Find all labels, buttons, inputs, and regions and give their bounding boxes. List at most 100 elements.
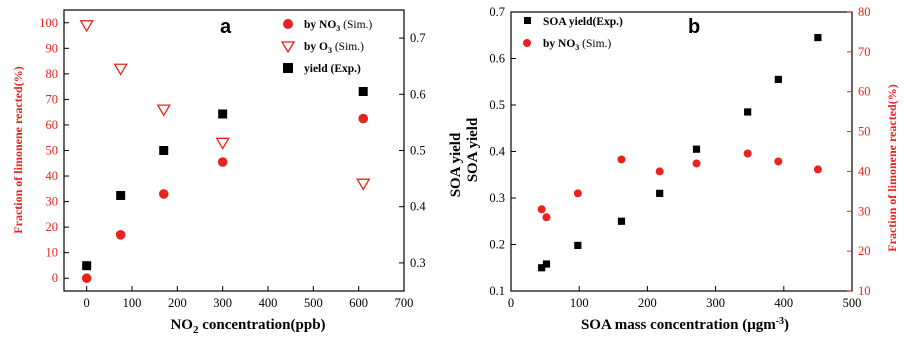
panel-b-right-y-tick-label: 60 xyxy=(858,85,871,99)
panel-b-series-1-point xyxy=(573,189,582,198)
panel-a-left-y-tick-label: 80 xyxy=(46,67,59,81)
panel-b-series-1-point xyxy=(743,149,752,158)
legend-label-by-o3-sim: by O3 (Sim.) xyxy=(304,41,364,55)
panel-b-series-1-point xyxy=(542,213,551,222)
panel-a-right-y-tick-label: 0.4 xyxy=(410,200,426,214)
panel-b-legend: SOA yield(Exp.) by NO3 (Sim.) xyxy=(523,16,623,52)
panel-a-series-0-point xyxy=(81,273,92,284)
panel-b-series-0-point xyxy=(574,241,582,250)
panel-b-left-y-tick-label: 0.6 xyxy=(489,52,505,66)
panel-b-left-y-tick-label: 0.4 xyxy=(489,145,505,159)
panel-b-series-0-point xyxy=(744,108,752,116)
panel-b-chart: 0 100 200 300 400 500 0.1 0.2 0.3 0.4 0.5 0.6 0.7 1… xyxy=(465,5,899,333)
legend-label-by-no3-sim-b: by NO3 (Sim.) xyxy=(543,38,611,52)
panel-a-x-tick-label: 600 xyxy=(349,296,368,310)
legend-label-by-no3-sim: by NO3 (Sim.) xyxy=(304,19,372,33)
panel-b-right-y-tick-label: 30 xyxy=(858,204,871,218)
panel-b-series-1-point xyxy=(655,167,664,176)
panel-a-left-y-tick-label: 0 xyxy=(52,271,58,285)
panel-b-series-1-point xyxy=(537,205,546,214)
panel-b-right-y-tick-label: 80 xyxy=(858,5,871,19)
panel-a-letter: a xyxy=(220,16,232,38)
panel-a-series-1-point xyxy=(356,178,371,191)
panel-a-left-y-tick-label: 70 xyxy=(46,92,59,106)
panel-b-left-y-tick-label: 0.1 xyxy=(489,284,505,298)
legend-marker-by-no3-sim-b xyxy=(523,39,531,47)
panel-b-series-1-point xyxy=(774,157,783,166)
panel-b-right-y-ticks: 10 20 30 40 50 60 70 80 xyxy=(847,5,871,298)
panel-a-x-tick-label: 300 xyxy=(213,296,232,310)
panel-b-left-y-tick-label: 0.3 xyxy=(489,191,505,205)
panel-a-left-y-tick-label: 60 xyxy=(46,118,59,132)
panel-b-right-y-tick-label: 50 xyxy=(858,125,871,139)
panel-a-left-y-tick-label: 50 xyxy=(46,144,59,158)
panel-a-series-1-point xyxy=(156,104,171,117)
panel-b-series-0-point xyxy=(814,33,822,42)
panel-a-chart: 0 100 200 300 400 500 600 700 0 10 20 30 40 50 60 70 80… xyxy=(11,9,464,336)
panel-b-x-tick-label: 500 xyxy=(843,296,862,310)
panel-b-left-axis-title: SOA yield xyxy=(465,117,481,182)
panel-a-left-y-tick-label: 100 xyxy=(39,16,58,30)
panel-a-x-tick-label: 400 xyxy=(259,296,278,310)
panel-b-series-0-point xyxy=(692,145,701,153)
panel-b-left-y-tick-label: 0.2 xyxy=(489,238,505,252)
panel-b-x-tick-label: 0 xyxy=(508,296,514,310)
panel-a-x-tick-label: 200 xyxy=(168,296,187,310)
panel-a-left-y-tick-label: 20 xyxy=(46,220,59,234)
panel-b-data-marks xyxy=(537,33,822,272)
panel-a-right-axis-title: SOA yield xyxy=(448,132,464,197)
panel-b-right-y-tick-label: 70 xyxy=(858,45,871,59)
panel-a-x-tick-label: 700 xyxy=(395,296,414,310)
panel-a-series-2-point xyxy=(116,190,126,200)
panel-a-series-0-point xyxy=(115,230,126,240)
legend-marker-yield-exp xyxy=(283,63,293,73)
panel-a-data-marks xyxy=(79,20,371,284)
panel-b-right-y-tick-label: 10 xyxy=(858,284,871,298)
panel-b-x-tick-label: 400 xyxy=(774,296,793,310)
panel-b-series-1-point xyxy=(617,155,626,164)
panel-a-right-y-tick-label: 0.3 xyxy=(410,256,426,270)
panel-b-series-0-point xyxy=(542,260,551,268)
panel-b-x-tick-label: 100 xyxy=(570,296,589,310)
panel-a-left-y-tick-label: 10 xyxy=(46,246,59,260)
panel-a-right-y-tick-label: 0.7 xyxy=(410,31,426,45)
panel-a-series-2-point xyxy=(82,261,92,271)
panel-a-series-2-point xyxy=(218,109,228,119)
panel-a-left-y-tick-label: 90 xyxy=(46,41,59,55)
panel-b-series-0-point xyxy=(538,264,546,272)
panel-a-series-2-point xyxy=(358,86,368,96)
panel-b-series-0-point xyxy=(656,189,664,197)
panel-a-right-y-tick-label: 0.5 xyxy=(410,144,426,158)
panel-a-x-tick-label: 100 xyxy=(123,296,142,310)
panel-b-x-ticks: 0 100 200 300 400 500 xyxy=(508,286,862,310)
panel-a-series-0-point xyxy=(158,189,169,199)
panel-a-legend: by NO3 (Sim.) by O3 (Sim.) yield (Exp.) xyxy=(280,19,372,75)
panel-a-left-y-tick-label: 30 xyxy=(46,195,59,209)
panel-b-right-y-tick-label: 20 xyxy=(858,244,871,258)
panel-b-letter: b xyxy=(688,16,700,38)
panel-b-x-tick-label: 300 xyxy=(706,296,725,310)
panel-a-x-tick-label: 500 xyxy=(304,296,323,310)
panel-a-x-axis-title: NO2 concentration(ppb) xyxy=(170,317,325,336)
panel-b-series-0-point xyxy=(617,217,626,225)
panel-a-series-2-point xyxy=(159,146,169,155)
legend-label-yield-exp: yield (Exp.) xyxy=(304,63,361,75)
panel-b-left-y-tick-label: 0.7 xyxy=(489,5,505,19)
panel-a-right-y-tick-label: 0.6 xyxy=(410,87,426,101)
panel-a-series-1-point xyxy=(113,63,128,76)
legend-marker-soa-yield-exp xyxy=(524,17,531,24)
legend-marker-by-no3-sim xyxy=(283,19,293,29)
legend-label-soa-yield-exp: SOA yield(Exp.) xyxy=(543,16,623,28)
panel-b-series-1-point xyxy=(692,159,701,168)
panel-a-left-y-ticks: 0 10 20 30 40 50 60 70 80 90 100 xyxy=(39,16,69,285)
panel-b-left-y-tick-label: 0.5 xyxy=(489,98,505,112)
legend-marker-by-o3-sim xyxy=(280,41,296,54)
panel-b-series-1-point xyxy=(813,165,822,174)
panel-b-right-axis-title: Fraction of limonene reacted(%) xyxy=(885,84,899,251)
panel-a-series-1-point xyxy=(215,137,230,150)
panel-a-series-0-point xyxy=(358,113,369,124)
panel-b-series-0-point xyxy=(774,75,782,84)
panel-a-x-ticks: 0 100 200 300 400 500 600 700 xyxy=(84,286,414,310)
panel-b-x-axis-title: SOA mass concentration (μgm-3) xyxy=(581,316,789,333)
